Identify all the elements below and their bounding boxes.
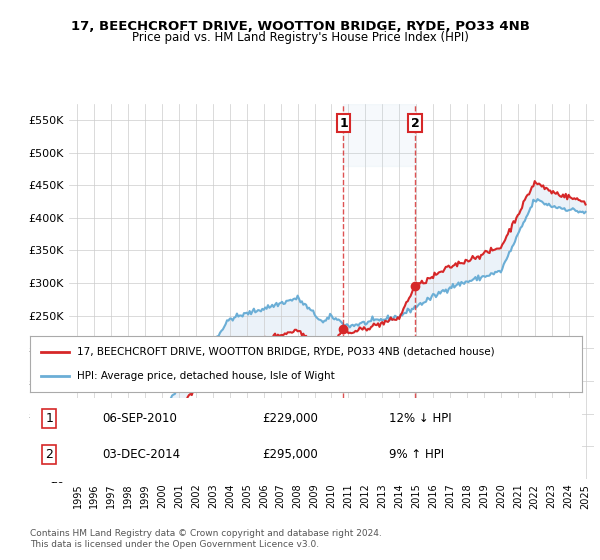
Text: HPI: Average price, detached house, Isle of Wight: HPI: Average price, detached house, Isle… bbox=[77, 371, 335, 381]
Text: 17, BEECHCROFT DRIVE, WOOTTON BRIDGE, RYDE, PO33 4NB: 17, BEECHCROFT DRIVE, WOOTTON BRIDGE, RY… bbox=[71, 20, 529, 32]
Bar bbox=[343, 104, 415, 166]
Text: Price paid vs. HM Land Registry's House Price Index (HPI): Price paid vs. HM Land Registry's House … bbox=[131, 31, 469, 44]
Text: Contains HM Land Registry data © Crown copyright and database right 2024.
This d: Contains HM Land Registry data © Crown c… bbox=[30, 529, 382, 549]
Text: 17, BEECHCROFT DRIVE, WOOTTON BRIDGE, RYDE, PO33 4NB (detached house): 17, BEECHCROFT DRIVE, WOOTTON BRIDGE, RY… bbox=[77, 347, 494, 357]
Text: £229,000: £229,000 bbox=[262, 412, 318, 425]
Text: 03-DEC-2014: 03-DEC-2014 bbox=[102, 448, 180, 461]
Text: 1: 1 bbox=[339, 116, 348, 130]
Text: 9% ↑ HPI: 9% ↑ HPI bbox=[389, 448, 444, 461]
Text: 2: 2 bbox=[46, 448, 53, 461]
Text: £295,000: £295,000 bbox=[262, 448, 317, 461]
Text: 2: 2 bbox=[410, 116, 419, 130]
Text: 12% ↓ HPI: 12% ↓ HPI bbox=[389, 412, 451, 425]
Text: 06-SEP-2010: 06-SEP-2010 bbox=[102, 412, 176, 425]
Text: 1: 1 bbox=[46, 412, 53, 425]
